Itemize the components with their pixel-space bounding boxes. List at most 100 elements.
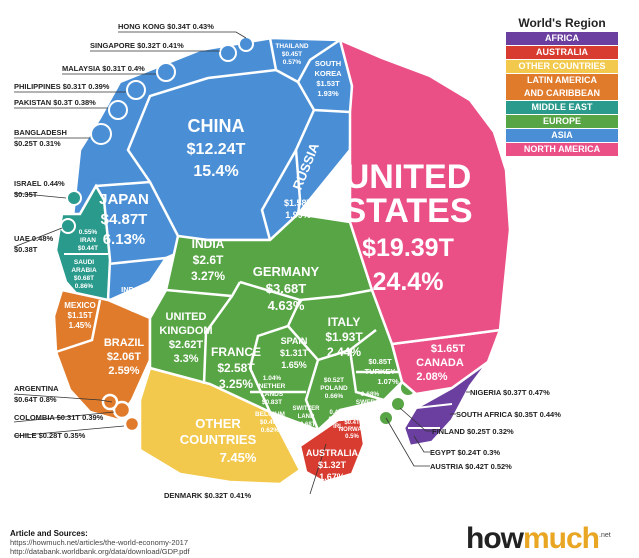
label-india-share: 3.27%: [191, 269, 225, 283]
legend: World's Region AFRICA AUSTRALIA OTHER CO…: [506, 16, 618, 157]
callout-bangladesh-1: BANGLADESH: [14, 128, 67, 137]
callout-philippines: PHILIPPINES $0.31T 0.39%: [14, 82, 110, 91]
legend-item-latin-america: LATIN AMERICA AND CARIBBEAN: [506, 74, 618, 100]
middle-east-borders: [60, 190, 108, 255]
label-italy-name: ITALY: [328, 315, 361, 329]
label-uk-share: 3.3%: [173, 353, 198, 365]
label-china-share: 15.4%: [193, 163, 238, 180]
label-japan-value: $4.87T: [101, 211, 148, 228]
label-us-name1: UNITED: [345, 158, 472, 196]
label-saudi-name1: SAUDI: [74, 259, 94, 266]
legend-title: World's Region: [518, 16, 606, 30]
united-states-region: [338, 37, 512, 346]
leader-argentina: [13, 393, 113, 403]
label-france-value: $2.58T: [217, 361, 255, 375]
label-norway-value: $0.4T: [344, 420, 360, 426]
label-indonesia-value: $1.02T: [130, 295, 154, 304]
callout-labels: HONG KONG $0.34T 0.43% SINGAPORE $0.32T …: [14, 22, 561, 500]
label-belgium-name: BELGIUM: [255, 411, 285, 418]
label-uk-value: $2.62T: [169, 339, 204, 351]
label-japan-share: 6.13%: [103, 231, 146, 248]
label-spain-name: SPAIN: [281, 336, 308, 346]
legend-item-australia: AUSTRALIA: [506, 46, 618, 59]
legend-item-asia: ASIA: [506, 129, 618, 142]
label-germany-share: 4.63%: [268, 298, 305, 313]
label-spain-value: $1.31T: [280, 348, 309, 358]
label-canada-name: CANADA: [416, 357, 464, 369]
callout-israel-2: $0.35T: [14, 190, 38, 199]
sources-link-1[interactable]: https://howmuch.net/articles/the-world-e…: [10, 538, 189, 547]
label-france-name: FRANCE: [211, 345, 261, 359]
africa-borders: [408, 403, 453, 429]
callout-hong-kong: HONG KONG $0.34T 0.43%: [118, 22, 214, 31]
label-other-share: 7.45%: [220, 450, 257, 465]
label-switzerland-share: 0.85%: [297, 430, 315, 436]
callout-singapore: SINGAPORE $0.32T 0.41%: [90, 41, 184, 50]
label-china-name: CHINA: [188, 116, 245, 136]
label-sweden-share: 0.68%: [361, 391, 380, 398]
label-uk-name1: UNITED: [166, 311, 207, 323]
label-norway-name: NORWAY: [339, 427, 365, 433]
label-belgium-share: 0.62%: [261, 427, 280, 434]
leader-chile: [13, 425, 125, 437]
leader-egypt: [413, 435, 430, 453]
label-korea-name2: KOREA: [314, 69, 342, 78]
callout-egypt: EGYPT $0.24T 0.3%: [430, 448, 500, 457]
label-germany-name: GERMANY: [253, 264, 320, 279]
callout-south-africa: SOUTH AFRICA $0.35T 0.44%: [456, 410, 561, 419]
label-switzerland-name2: LAND: [298, 414, 315, 420]
sources-link-2[interactable]: http://databank.worldbank.org/data/downl…: [10, 547, 190, 556]
label-germany-value: $3.68T: [266, 281, 307, 296]
callout-malaysia: MALAYSIA $0.31T 0.4%: [62, 64, 145, 73]
callout-finland: FINLAND $0.25T 0.32%: [432, 427, 514, 436]
label-other-name1: OTHER: [195, 416, 241, 431]
brand-part2: much: [523, 522, 600, 555]
leader-finland: [399, 407, 432, 432]
label-poland-value: $0.52T: [324, 377, 344, 384]
label-japan-name: JAPAN: [99, 191, 149, 208]
label-switzerland-name1: SWITZER: [293, 406, 321, 412]
label-russia-value: $1.58T: [284, 198, 313, 208]
leader-denmark: [309, 443, 327, 495]
label-sweden-value: $0.54T: [360, 407, 380, 414]
label-spain-share: 1.65%: [281, 360, 307, 370]
callout-pakistan: PAKISTAN $0.3T 0.38%: [14, 98, 96, 107]
asia-borders: [78, 37, 351, 266]
label-india-name: INDIA: [192, 237, 225, 251]
label-china-value: $12.24T: [187, 141, 246, 158]
label-korea-name1: SOUTH: [315, 59, 341, 68]
sources-title: Article and Sources:: [10, 529, 88, 538]
label-indonesia-share: 1.28%: [131, 305, 153, 314]
label-netherlands-name2: LANDS: [261, 391, 284, 398]
label-netherlands-value: $0.83T: [262, 399, 282, 406]
label-saudi-value: $0.68T: [74, 275, 94, 282]
label-brazil-share: 2.59%: [108, 365, 139, 377]
label-us-name2: STATES: [343, 192, 472, 230]
label-poland-share: 0.66%: [325, 393, 344, 400]
leader-israel: [13, 192, 67, 199]
callout-austria: AUSTRIA $0.42T 0.52%: [430, 462, 512, 471]
label-russia-share: 1.99%: [285, 210, 311, 220]
callout-nigeria: NIGERIA $0.37T 0.47%: [470, 388, 550, 397]
leader-austria: [385, 417, 430, 467]
label-us-value: $19.39T: [362, 234, 454, 262]
label-netherlands-share: 1.04%: [263, 375, 282, 382]
label-thailand-value: $0.45T: [282, 51, 302, 58]
australia-region: [298, 416, 366, 484]
label-mexico-share: 1.45%: [69, 321, 92, 330]
label-switzerland-value: $0.68T: [297, 422, 316, 428]
sources: Article and Sources: https://howmuch.net…: [10, 529, 190, 556]
label-brazil-value: $2.06T: [107, 351, 142, 363]
callout-bangladesh-2: $0.25T 0.31%: [14, 139, 61, 148]
leader-colombia: [13, 411, 115, 423]
legend-item-latin-america-line2: AND CARIBBEAN: [524, 88, 600, 98]
label-france-share: 3.25%: [219, 377, 253, 391]
legend-item-other-countries: OTHER COUNTRIES: [506, 60, 618, 73]
label-brazil-name: BRAZIL: [104, 337, 145, 349]
label-turkey-share: 1.07%: [377, 377, 399, 386]
label-turkey-value: $0.85T: [368, 357, 392, 366]
label-indonesia-name: INDONESIA: [121, 285, 163, 294]
label-saudi-share: 0.86%: [75, 283, 94, 290]
label-belgium-value: $0.49T: [260, 419, 280, 426]
